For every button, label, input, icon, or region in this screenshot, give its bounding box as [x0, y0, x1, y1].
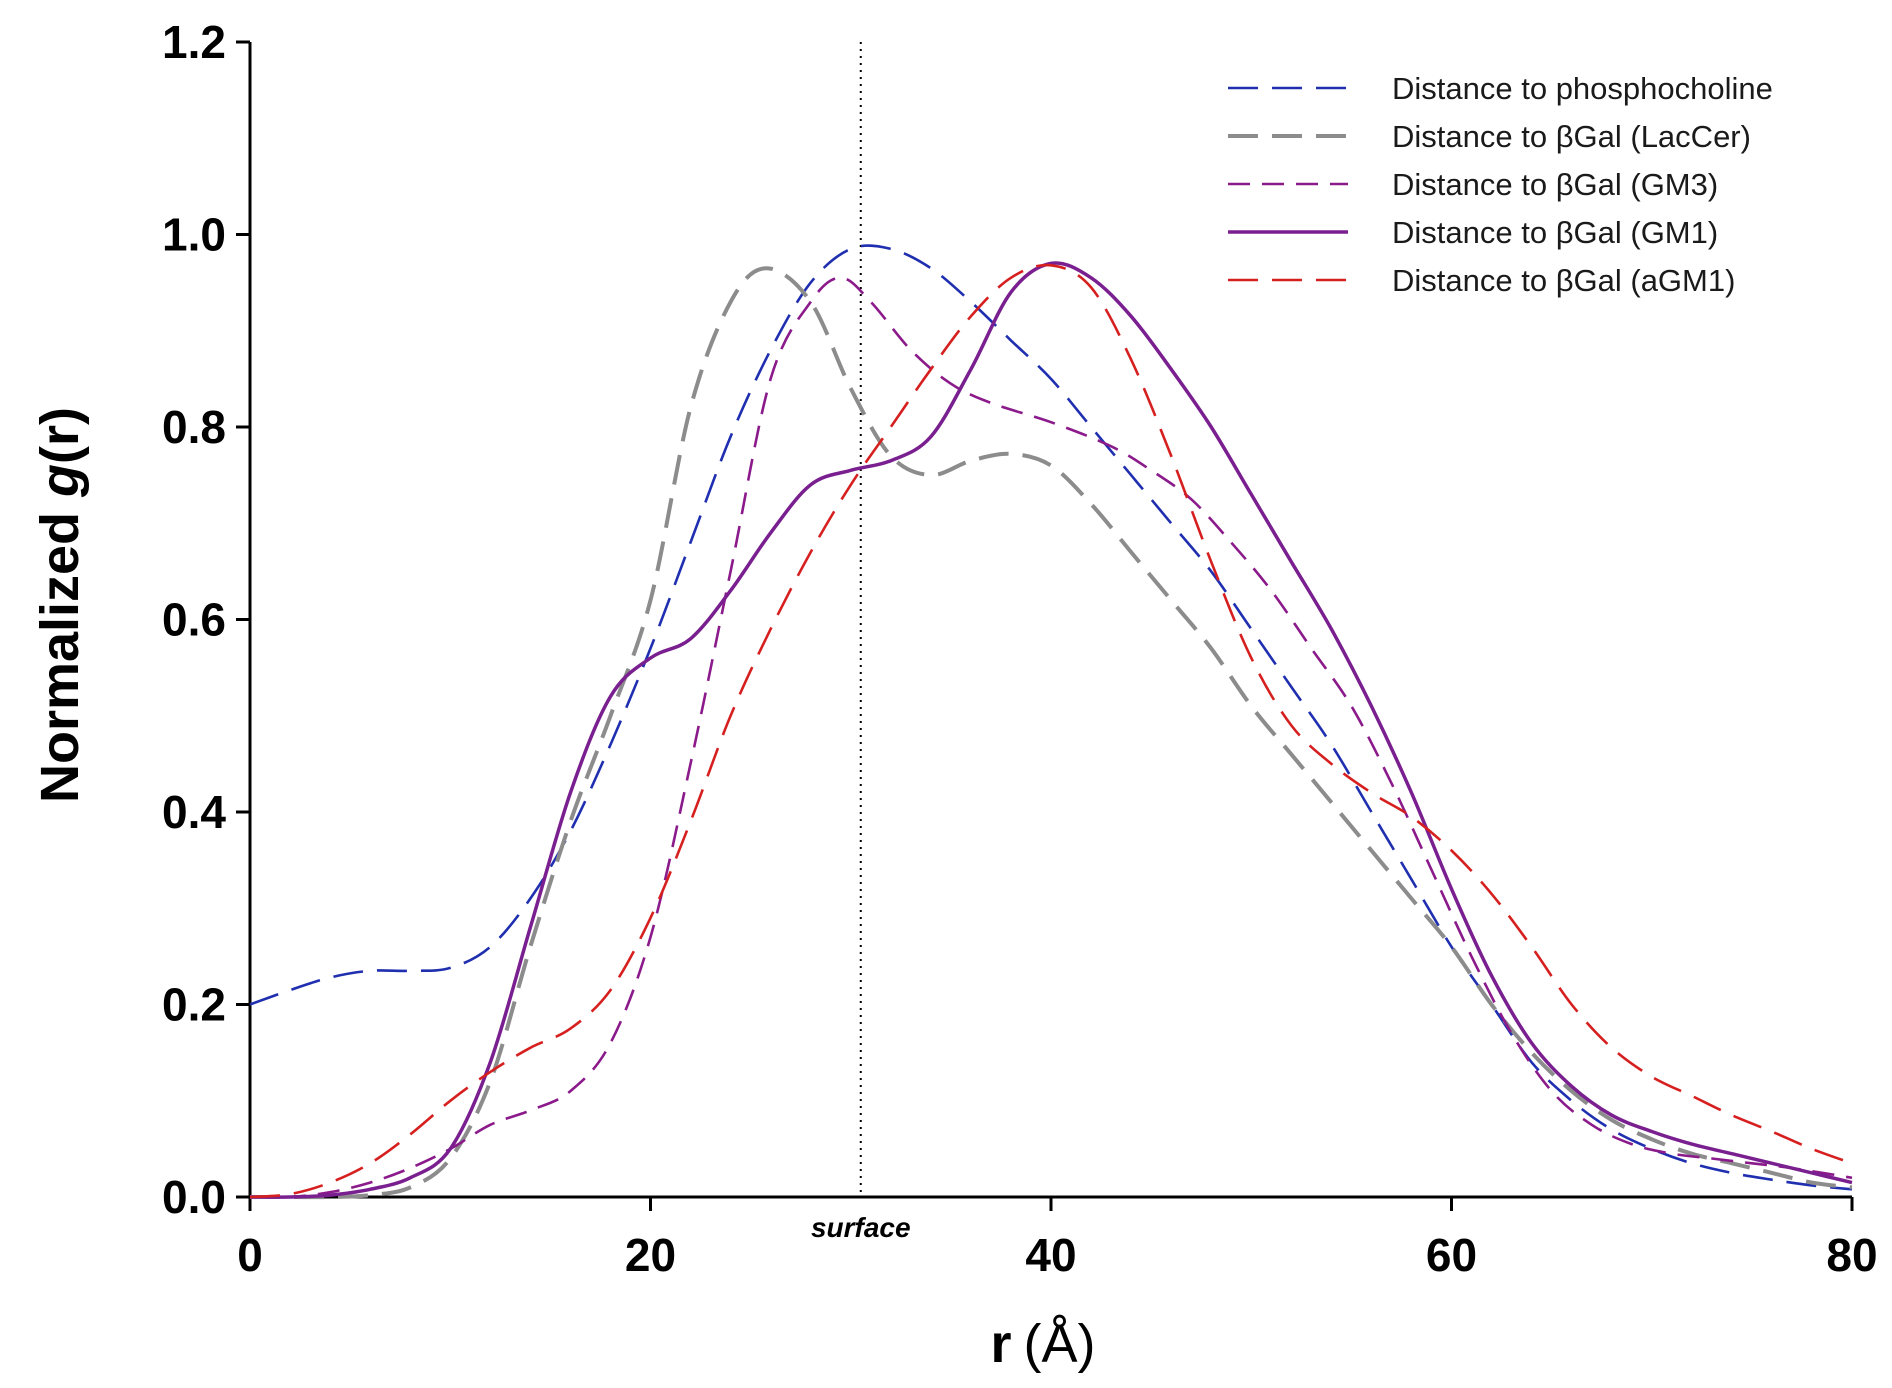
- x-axis-title: r (Å): [991, 1314, 1096, 1374]
- surface-label: surface: [811, 1212, 911, 1243]
- y-tick-label-0.4: 0.4: [162, 786, 226, 838]
- legend-label-distance-to-betagal-gm1: Distance to βGal (GM1): [1392, 215, 1718, 250]
- y-tick-label-0.8: 0.8: [162, 401, 226, 453]
- x-tick-label-0: 0: [237, 1229, 263, 1281]
- series-line-distance-to-betagal-gm3: [249, 276, 1853, 1199]
- y-tick-label-1.2: 1.2: [162, 16, 226, 68]
- y-axis-title: Normalized g(r): [30, 407, 90, 803]
- series-group: [249, 244, 1853, 1200]
- y-tick-label-0.2: 0.2: [162, 979, 226, 1031]
- x-tick-label-60: 60: [1426, 1229, 1477, 1281]
- legend-label-distance-to-betagal-laccer: Distance to βGal (LacCer): [1392, 119, 1751, 154]
- legend-label-distance-to-betagal-agm1: Distance to βGal (aGM1): [1392, 263, 1735, 298]
- x-tick-label-40: 40: [1025, 1229, 1076, 1281]
- y-tick-label-0.6: 0.6: [162, 594, 226, 646]
- surface-annotation-group: surface: [811, 42, 911, 1243]
- series-line-distance-to-phosphocholine: [249, 244, 1853, 1191]
- y-axis-title-suffix: (r): [30, 407, 90, 464]
- series-line-distance-to-betagal-agm1: [249, 263, 1853, 1199]
- y-tick-label-1.0: 1.0: [162, 209, 226, 261]
- x-axis-title-unit: (Å): [1024, 1314, 1096, 1374]
- series-line-distance-to-betagal-laccer: [250, 266, 1853, 1200]
- series-line-distance-to-betagal-gm1: [249, 261, 1853, 1199]
- y-axis-title-prefix: Normalized: [30, 497, 90, 803]
- y-tick-label-0.0: 0.0: [162, 1171, 226, 1223]
- legend-label-distance-to-phosphocholine: Distance to phosphocholine: [1392, 71, 1773, 106]
- y-axis-title-italic: g: [30, 464, 90, 498]
- legend-label-distance-to-betagal-gm3: Distance to βGal (GM3): [1392, 167, 1718, 202]
- ticks-group: 0 20 40 60 80 0.0 0.2 0.4 0.6 0.8 1.0 1.2: [162, 16, 1878, 1281]
- legend: Distance to phosphocholine Distance to βG…: [1228, 71, 1773, 298]
- x-tick-label-20: 20: [625, 1229, 676, 1281]
- x-axis-title-symbol: r: [991, 1314, 1012, 1374]
- x-tick-label-80: 80: [1826, 1229, 1877, 1281]
